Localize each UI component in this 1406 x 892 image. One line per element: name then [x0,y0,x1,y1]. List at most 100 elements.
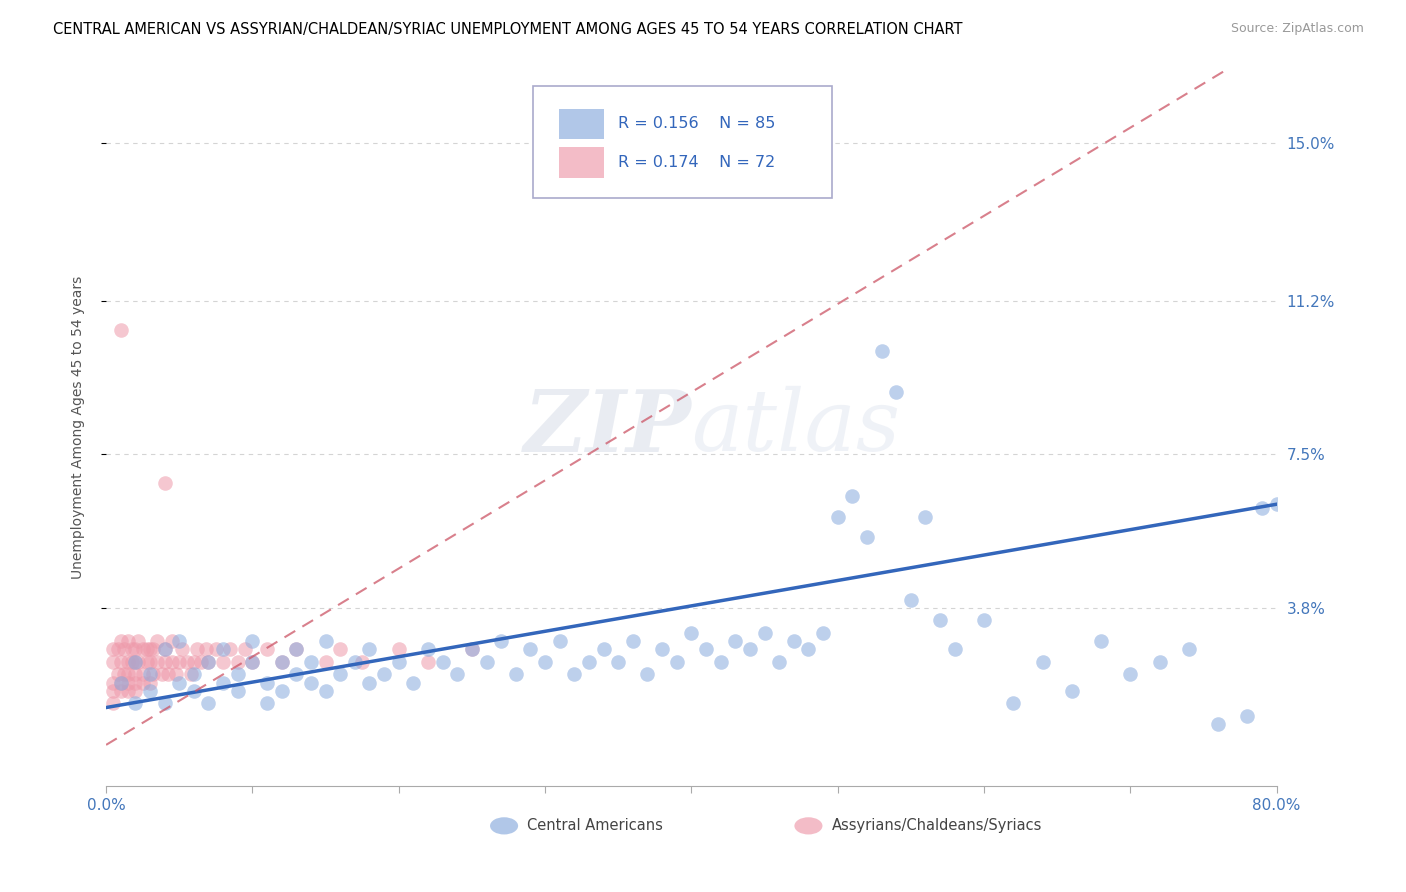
Point [1119,667,1142,681]
Point [900,592,922,607]
Point [914,509,936,524]
Point [112,642,135,657]
Point [548,634,571,648]
Point [212,642,235,657]
Point [127,634,149,648]
Point [724,634,747,648]
Point [127,655,149,669]
Point [139,655,162,669]
Point [270,655,292,669]
Point [153,697,176,711]
Point [156,667,179,681]
Point [142,642,165,657]
Point [176,655,198,669]
Point [475,655,498,669]
Point [153,642,176,657]
Point [621,634,644,648]
Point [299,655,322,669]
Point [197,655,219,669]
Point [204,642,226,657]
Point [136,655,159,669]
Point [461,642,484,657]
Point [329,642,352,657]
Point [811,625,834,640]
Point [870,343,893,358]
Point [1031,655,1053,669]
Point [146,655,169,669]
Point [665,655,688,669]
Point [219,642,242,657]
Bar [560,109,603,139]
Point [681,625,703,640]
Point [180,667,202,681]
Point [1060,684,1083,698]
Point [183,667,205,681]
Point [124,675,146,690]
Point [416,655,439,669]
Point [121,642,143,657]
Point [738,642,761,657]
Point [562,667,585,681]
Point [943,642,966,657]
Point [153,655,176,669]
Point [841,489,863,503]
Point [256,642,278,657]
Point [212,675,235,690]
Point [124,667,146,681]
Point [783,634,806,648]
Point [142,667,165,681]
Point [578,655,600,669]
Point [827,509,849,524]
Point [402,675,425,690]
Point [637,667,659,681]
Point [242,655,264,669]
Point [117,684,139,698]
Text: R = 0.156    N = 85: R = 0.156 N = 85 [617,116,775,131]
Point [256,697,278,711]
Text: Source: ZipAtlas.com: Source: ZipAtlas.com [1230,22,1364,36]
Point [172,642,194,657]
Point [117,634,139,648]
Point [270,684,292,698]
Point [489,634,512,648]
Point [343,655,366,669]
Point [856,530,879,544]
Point [153,476,176,491]
Point [183,684,205,698]
Point [167,655,190,669]
Point [710,655,733,669]
Point [461,642,484,657]
Point [110,675,132,690]
Point [285,667,308,681]
Point [117,675,139,690]
Point [315,634,337,648]
Point [110,675,132,690]
Text: atlas: atlas [692,386,900,469]
Point [329,667,352,681]
Point [103,675,125,690]
Point [607,655,630,669]
Point [299,675,322,690]
Point [226,655,249,669]
Point [446,667,468,681]
Point [107,642,129,657]
Point [103,697,125,711]
Point [124,684,146,698]
Point [131,675,153,690]
Point [388,642,411,657]
Point [165,667,187,681]
Point [270,655,292,669]
Point [124,642,146,657]
Point [103,655,125,669]
Point [1251,501,1274,516]
Point [121,655,143,669]
Point [929,614,952,628]
Point [117,667,139,681]
Point [103,642,125,657]
Point [160,655,183,669]
Point [768,655,790,669]
Text: CENTRAL AMERICAN VS ASSYRIAN/CHALDEAN/SYRIAC UNEMPLOYMENT AMONG AGES 45 TO 54 YE: CENTRAL AMERICAN VS ASSYRIAN/CHALDEAN/SY… [53,22,963,37]
Point [103,684,125,698]
Point [1090,634,1112,648]
Point [197,697,219,711]
